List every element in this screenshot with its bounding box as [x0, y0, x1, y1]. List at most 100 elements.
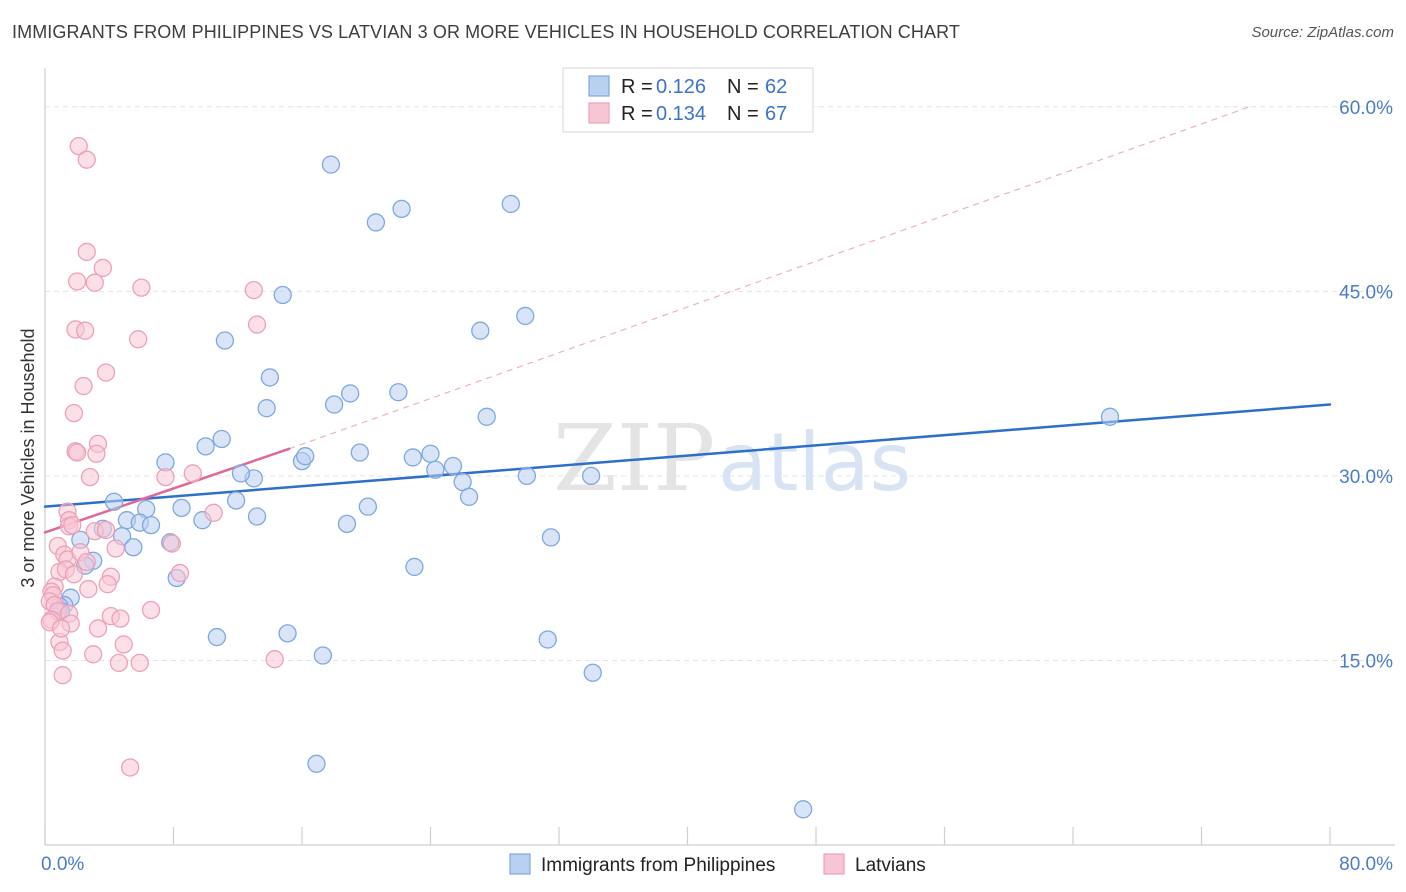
philippines-point-58: [538, 630, 557, 649]
latvians-point-65: [98, 575, 117, 594]
latvians-point-6: [132, 278, 151, 297]
philippines-point-61: [794, 800, 813, 819]
philippines-point-34: [104, 492, 124, 511]
latvians-point-13: [74, 376, 93, 396]
philippines-point-22: [426, 460, 445, 479]
latvians-point-63: [53, 666, 72, 685]
latvians-point-4: [67, 272, 87, 291]
latvians-point-19: [156, 467, 175, 487]
philippines-point-20: [403, 448, 422, 467]
watermark: ZIP atlas: [553, 405, 911, 512]
latvians-trend-extension: [288, 106, 1250, 450]
y-axis-label: 3 or more Vehicles in Household: [18, 328, 38, 587]
philippines-point-5: [215, 331, 235, 350]
x-tick-label-1: 80.0%: [1339, 854, 1393, 875]
legend-r-value-1: 0.126: [656, 76, 706, 98]
latvians-trend-line: [43, 447, 291, 534]
chart-source: Source: ZipAtlas.com: [1251, 24, 1394, 41]
bottom-legend-swatch-latvians: [823, 853, 845, 875]
latvians-point-3: [93, 258, 112, 278]
latvians-point-51: [141, 600, 161, 620]
latvians-point-62: [265, 650, 284, 669]
philippines-point-60: [307, 754, 326, 773]
latvians-point-28: [96, 520, 116, 540]
latvians-point-40: [170, 563, 190, 583]
watermark-atlas: atlas: [718, 416, 911, 509]
philippines-point-33: [172, 498, 191, 518]
latvians-point-10: [76, 321, 95, 340]
y-tick-label-3: 60.0%: [1339, 98, 1393, 119]
chart-title: IMMIGRANTS FROM PHILIPPINES VS LATVIAN 3…: [12, 22, 960, 42]
philippines-point-25: [231, 464, 251, 483]
philippines-point-10: [341, 384, 360, 403]
bottom-legend-label-philippines: Immigrants from Philippines: [541, 855, 775, 876]
philippines-point-2: [392, 199, 411, 219]
legend-n-value-1: 62: [765, 76, 787, 98]
philippines-point-39: [247, 507, 267, 526]
y-tick-labels: 15.0% 30.0% 45.0% 60.0%: [1339, 98, 1393, 673]
latvians-point-26: [63, 515, 82, 535]
data-points: [40, 136, 1120, 819]
legend-n-label-2: N =: [727, 103, 759, 125]
y-tick-label-2: 45.0%: [1339, 282, 1393, 303]
philippines-point-29: [459, 487, 479, 506]
legend-r-label-2: R =: [621, 103, 653, 125]
legend-n-label-1: N =: [727, 76, 759, 98]
philippines-point-13: [477, 407, 496, 426]
latvians-point-12: [96, 363, 116, 382]
latvians-point-60: [109, 653, 129, 673]
axes: [44, 68, 1395, 846]
latvians-point-14: [64, 403, 84, 423]
philippines-point-57: [313, 646, 333, 665]
gridlines: [45, 106, 1395, 661]
latvians-point-35: [77, 552, 96, 572]
latvians-point-29: [106, 539, 125, 558]
latvians-point-17: [67, 443, 87, 462]
philippines-point-0: [321, 155, 341, 174]
philippines-point-4: [273, 285, 292, 305]
watermark-zip: ZIP: [553, 405, 715, 512]
latvians-point-30: [162, 534, 182, 553]
latvians-point-0: [69, 136, 88, 156]
latvians-point-58: [53, 641, 72, 660]
philippines-point-18: [296, 447, 315, 466]
philippines-point-3: [501, 194, 520, 214]
latvians-point-59: [84, 645, 103, 664]
latvians-point-5: [85, 273, 104, 292]
y-tick-label-1: 30.0%: [1339, 467, 1393, 488]
philippines-point-7: [516, 306, 535, 326]
philippines-point-49: [405, 557, 424, 577]
philippines-point-8: [260, 368, 280, 387]
philippines-point-62: [1100, 407, 1120, 426]
bottom-legend-swatch-philippines: [509, 853, 531, 875]
philippines-point-30: [358, 497, 378, 516]
latvians-point-2: [77, 242, 96, 262]
latvians-point-50: [111, 609, 130, 628]
legend: R = 0.126 N = 62 R = 0.134 N = 67: [562, 67, 814, 133]
philippines-point-59: [583, 663, 602, 682]
bottom-legend-label-latvians: Latvians: [855, 855, 926, 876]
latvians-point-21: [80, 467, 100, 487]
philippines-point-55: [207, 627, 227, 647]
x-tick-labels: 0.0% 80.0%: [41, 854, 1393, 875]
legend-swatch-latvians: [588, 102, 610, 124]
latvians-point-64: [120, 758, 140, 777]
philippines-point-12: [257, 399, 276, 418]
latvians-point-44: [79, 579, 98, 599]
latvians-point-66: [51, 619, 71, 638]
philippines-point-32: [226, 491, 246, 510]
philippines-point-43: [541, 528, 561, 547]
philippines-point-37: [141, 515, 161, 535]
philippines-point-1: [366, 213, 386, 232]
philippines-point-14: [212, 429, 231, 449]
legend-r-label-1: R =: [621, 76, 653, 98]
philippines-point-44: [124, 538, 143, 557]
latvians-point-18: [87, 444, 106, 463]
bottom-legend: Immigrants from Philippines Latvians: [509, 853, 926, 876]
philippines-point-28: [581, 466, 601, 486]
latvians-point-7: [244, 280, 263, 300]
philippines-point-27: [517, 466, 537, 486]
latvians-point-1: [77, 150, 96, 169]
latvians-point-38: [64, 565, 84, 584]
